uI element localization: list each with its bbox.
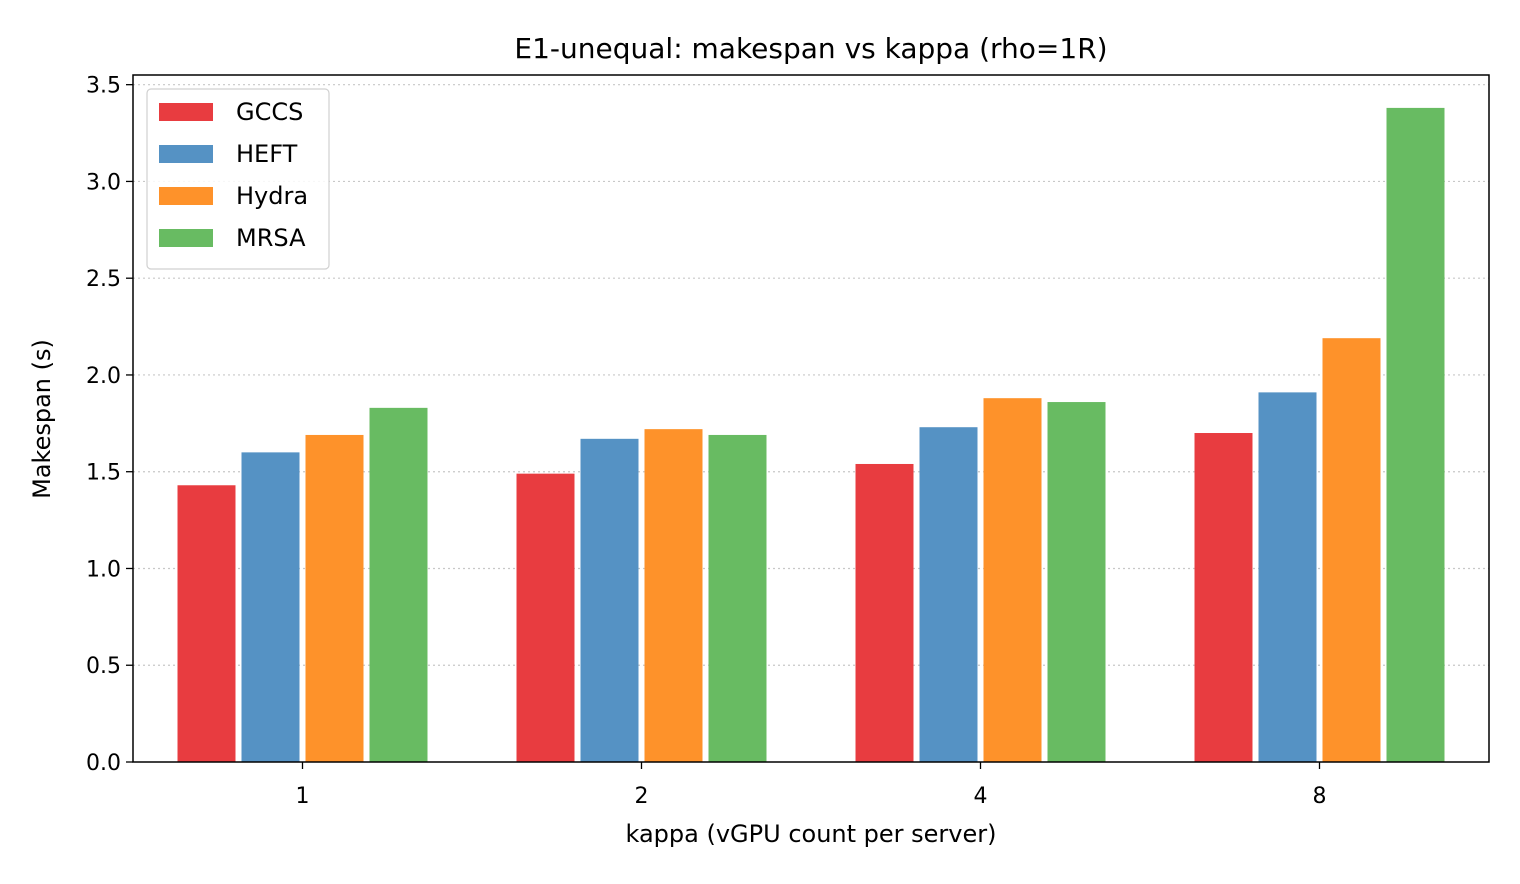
x-tick-label: 1	[296, 784, 310, 809]
legend-entry-gccs: GCCS	[159, 98, 303, 126]
legend-entry-heft: HEFT	[159, 140, 298, 168]
y-tick-label: 1.5	[86, 461, 121, 486]
y-tick-label: 3.5	[86, 74, 121, 99]
y-tick-label: 3.0	[86, 170, 121, 195]
bar-mrsa-kappa-4	[1047, 402, 1106, 762]
x-tick-label: 2	[635, 784, 649, 809]
bar-mrsa-kappa-8	[1386, 107, 1445, 763]
bar-hydra-kappa-8	[1322, 338, 1381, 762]
bar-mrsa-kappa-2	[708, 434, 767, 762]
y-tick-label: 0.0	[86, 751, 121, 776]
bar-heft-kappa-1	[241, 452, 300, 762]
y-tick-label: 1.0	[86, 557, 121, 582]
bar-hydra-kappa-2	[644, 429, 703, 762]
legend-entry-mrsa: MRSA	[159, 224, 306, 252]
x-tick-label: 4	[974, 784, 988, 809]
bars	[177, 107, 1445, 763]
bar-heft-kappa-2	[580, 438, 639, 762]
legend-box	[146, 88, 330, 270]
legend-swatch	[159, 145, 213, 163]
bar-gccs-kappa-2	[516, 473, 575, 762]
axes	[132, 74, 1490, 763]
chart-title: E1-unequal: makespan vs kappa (rho=1R)	[514, 32, 1107, 65]
x-tick-label: 8	[1313, 784, 1327, 809]
y-tick-label: 2.0	[86, 364, 121, 389]
bar-hydra-kappa-4	[983, 398, 1042, 762]
bar-gccs-kappa-1	[177, 485, 236, 762]
plot-frame	[132, 74, 1490, 763]
bar-hydra-kappa-1	[305, 434, 364, 762]
legend-entry-hydra: Hydra	[159, 182, 308, 210]
bar-mrsa-kappa-1	[369, 407, 428, 762]
legend-swatch	[159, 103, 213, 121]
bar-gccs-kappa-8	[1194, 433, 1253, 762]
legend-label: GCCS	[236, 98, 303, 126]
legend-label: HEFT	[236, 140, 298, 168]
legend-swatch	[159, 187, 213, 205]
legend-label: MRSA	[236, 224, 306, 252]
x-axis-label: kappa (vGPU count per server)	[626, 820, 997, 848]
legend-swatch	[159, 229, 213, 247]
y-tick-label: 2.5	[86, 267, 121, 292]
x-axis-ticks: 1 2 4 8	[296, 762, 1327, 809]
bar-heft-kappa-4	[919, 427, 978, 762]
legend: GCCS HEFT Hydra MRSA	[146, 88, 330, 270]
bar-heft-kappa-8	[1258, 392, 1317, 762]
bar-gccs-kappa-4	[855, 463, 914, 762]
legend-label: Hydra	[236, 182, 308, 210]
y-tick-label: 0.5	[86, 654, 121, 679]
y-axis-ticks: 0.0 0.5 1.0 1.5 2.0 2.5 3.0 3.5	[86, 74, 133, 776]
y-axis-label: Makespan (s)	[28, 339, 56, 499]
